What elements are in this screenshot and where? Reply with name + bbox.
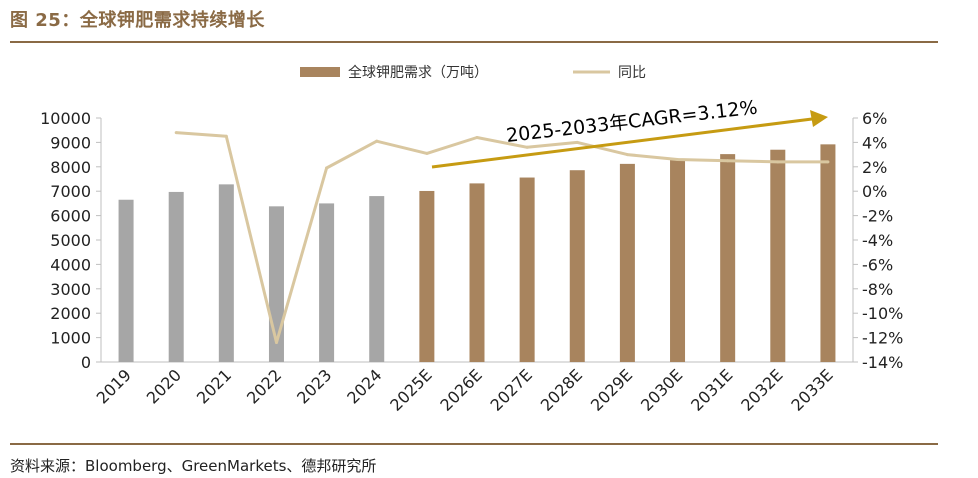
yoy-point-2022: [274, 340, 278, 344]
x-tick-label: 2028E: [537, 365, 586, 414]
right-tick-label: 2%: [862, 158, 887, 177]
left-axis: 0 1000 2000 3000 4000 5000 6000 7000 8000 9000 100…: [40, 109, 853, 372]
legend-label-line: 同比: [618, 65, 646, 81]
x-tick-label: 2025E: [386, 365, 435, 414]
bottom-divider: [10, 443, 938, 445]
left-tick-label: 2000: [50, 304, 91, 323]
x-tick-label: 2021: [193, 365, 235, 407]
bar-2027E: [519, 177, 535, 362]
x-tick-label: 2030E: [637, 365, 686, 414]
bar-2024: [369, 196, 385, 362]
bar-2026E: [469, 183, 485, 362]
x-tick-label: 2032E: [737, 365, 786, 414]
left-tick-label: 9000: [50, 133, 91, 152]
figure-title: 图 25：全球钾肥需求持续增长: [10, 10, 265, 31]
legend-swatch-bar: [300, 67, 340, 77]
bar-2031E: [720, 154, 736, 362]
yoy-point-2021: [224, 134, 228, 138]
right-tick-label: -2%: [862, 207, 893, 226]
x-tick-label: 2024: [343, 365, 385, 407]
left-tick-label: 0: [81, 353, 91, 372]
left-tick-label: 5000: [50, 231, 91, 250]
right-tick-label: 4%: [862, 133, 887, 152]
bar-2020: [168, 191, 184, 362]
yoy-point-2023: [325, 166, 329, 170]
left-tick-label: 1000: [50, 329, 91, 348]
yoy-point-2033E: [826, 160, 830, 164]
right-tick-label: -8%: [862, 280, 893, 299]
x-tick-label: 2019: [93, 365, 135, 407]
left-tick-label: 6000: [50, 207, 91, 226]
bar-2033E: [820, 144, 836, 362]
yoy-point-2025E: [425, 151, 429, 155]
x-tick-label: 2023: [293, 365, 335, 407]
yoy-point-2032E: [776, 160, 780, 164]
right-tick-label: -10%: [862, 304, 903, 323]
bar-2028E: [569, 170, 585, 362]
left-tick-label: 10000: [40, 109, 91, 128]
yoy-point-2027E: [525, 145, 529, 149]
source-note: 资料来源：Bloomberg、GreenMarkets、德邦研究所: [10, 457, 377, 475]
x-tick-label: 2022: [243, 365, 285, 407]
left-tick-label: 8000: [50, 158, 91, 177]
bar-2021: [218, 184, 234, 362]
x-tick-label: 2027E: [487, 365, 536, 414]
right-tick-label: 0%: [862, 182, 887, 201]
yoy-point-2028E: [575, 140, 579, 144]
bar-series: [118, 144, 836, 362]
bar-2025E: [419, 190, 435, 362]
left-tick-label: 3000: [50, 280, 91, 299]
yoy-line-series: [174, 131, 830, 344]
cagr-annotation: 2025-2033年CAGR=3.12%: [431, 97, 828, 169]
yoy-point-2024: [375, 139, 379, 143]
right-tick-label: -12%: [862, 329, 903, 348]
cagr-arrow: [431, 117, 813, 169]
yoy-point-2020: [174, 131, 178, 135]
cagr-label: 2025-2033年CAGR=3.12%: [505, 97, 759, 147]
yoy-point-2030E: [676, 157, 680, 161]
x-axis-labels: 2019 2020 2021 2022 2023 2024 2025E 2026E 2027E 2…: [93, 365, 837, 414]
bar-2029E: [619, 163, 635, 362]
bar-2030E: [670, 158, 686, 362]
x-tick-label: 2033E: [787, 365, 836, 414]
bar-2032E: [770, 149, 786, 362]
yoy-point-2031E: [726, 159, 730, 163]
left-tick-label: 4000: [50, 255, 91, 274]
yoy-point-2026E: [475, 136, 479, 140]
bar-2019: [118, 199, 134, 362]
x-tick-label: 2020: [143, 365, 185, 407]
cagr-arrowhead: [810, 110, 828, 127]
right-tick-label: -4%: [862, 231, 893, 250]
right-tick-label: 6%: [862, 109, 887, 128]
yoy-point-2029E: [625, 153, 629, 157]
x-tick-label: 2029E: [587, 365, 636, 414]
right-tick-label: -14%: [862, 353, 903, 372]
legend-label-bar: 全球钾肥需求（万吨）: [348, 64, 488, 81]
x-tick-label: 2031E: [687, 365, 736, 414]
legend: 全球钾肥需求（万吨） 同比: [300, 64, 646, 81]
top-divider: [10, 41, 938, 43]
right-axis: -14% -12% -10% -8% -6% -4% -2% 0% 2% 4% 6%: [852, 109, 903, 372]
right-tick-label: -6%: [862, 255, 893, 274]
bar-2023: [319, 203, 335, 362]
yoy-line: [176, 131, 828, 344]
left-tick-label: 7000: [50, 182, 91, 201]
x-tick-label: 2026E: [436, 365, 485, 414]
